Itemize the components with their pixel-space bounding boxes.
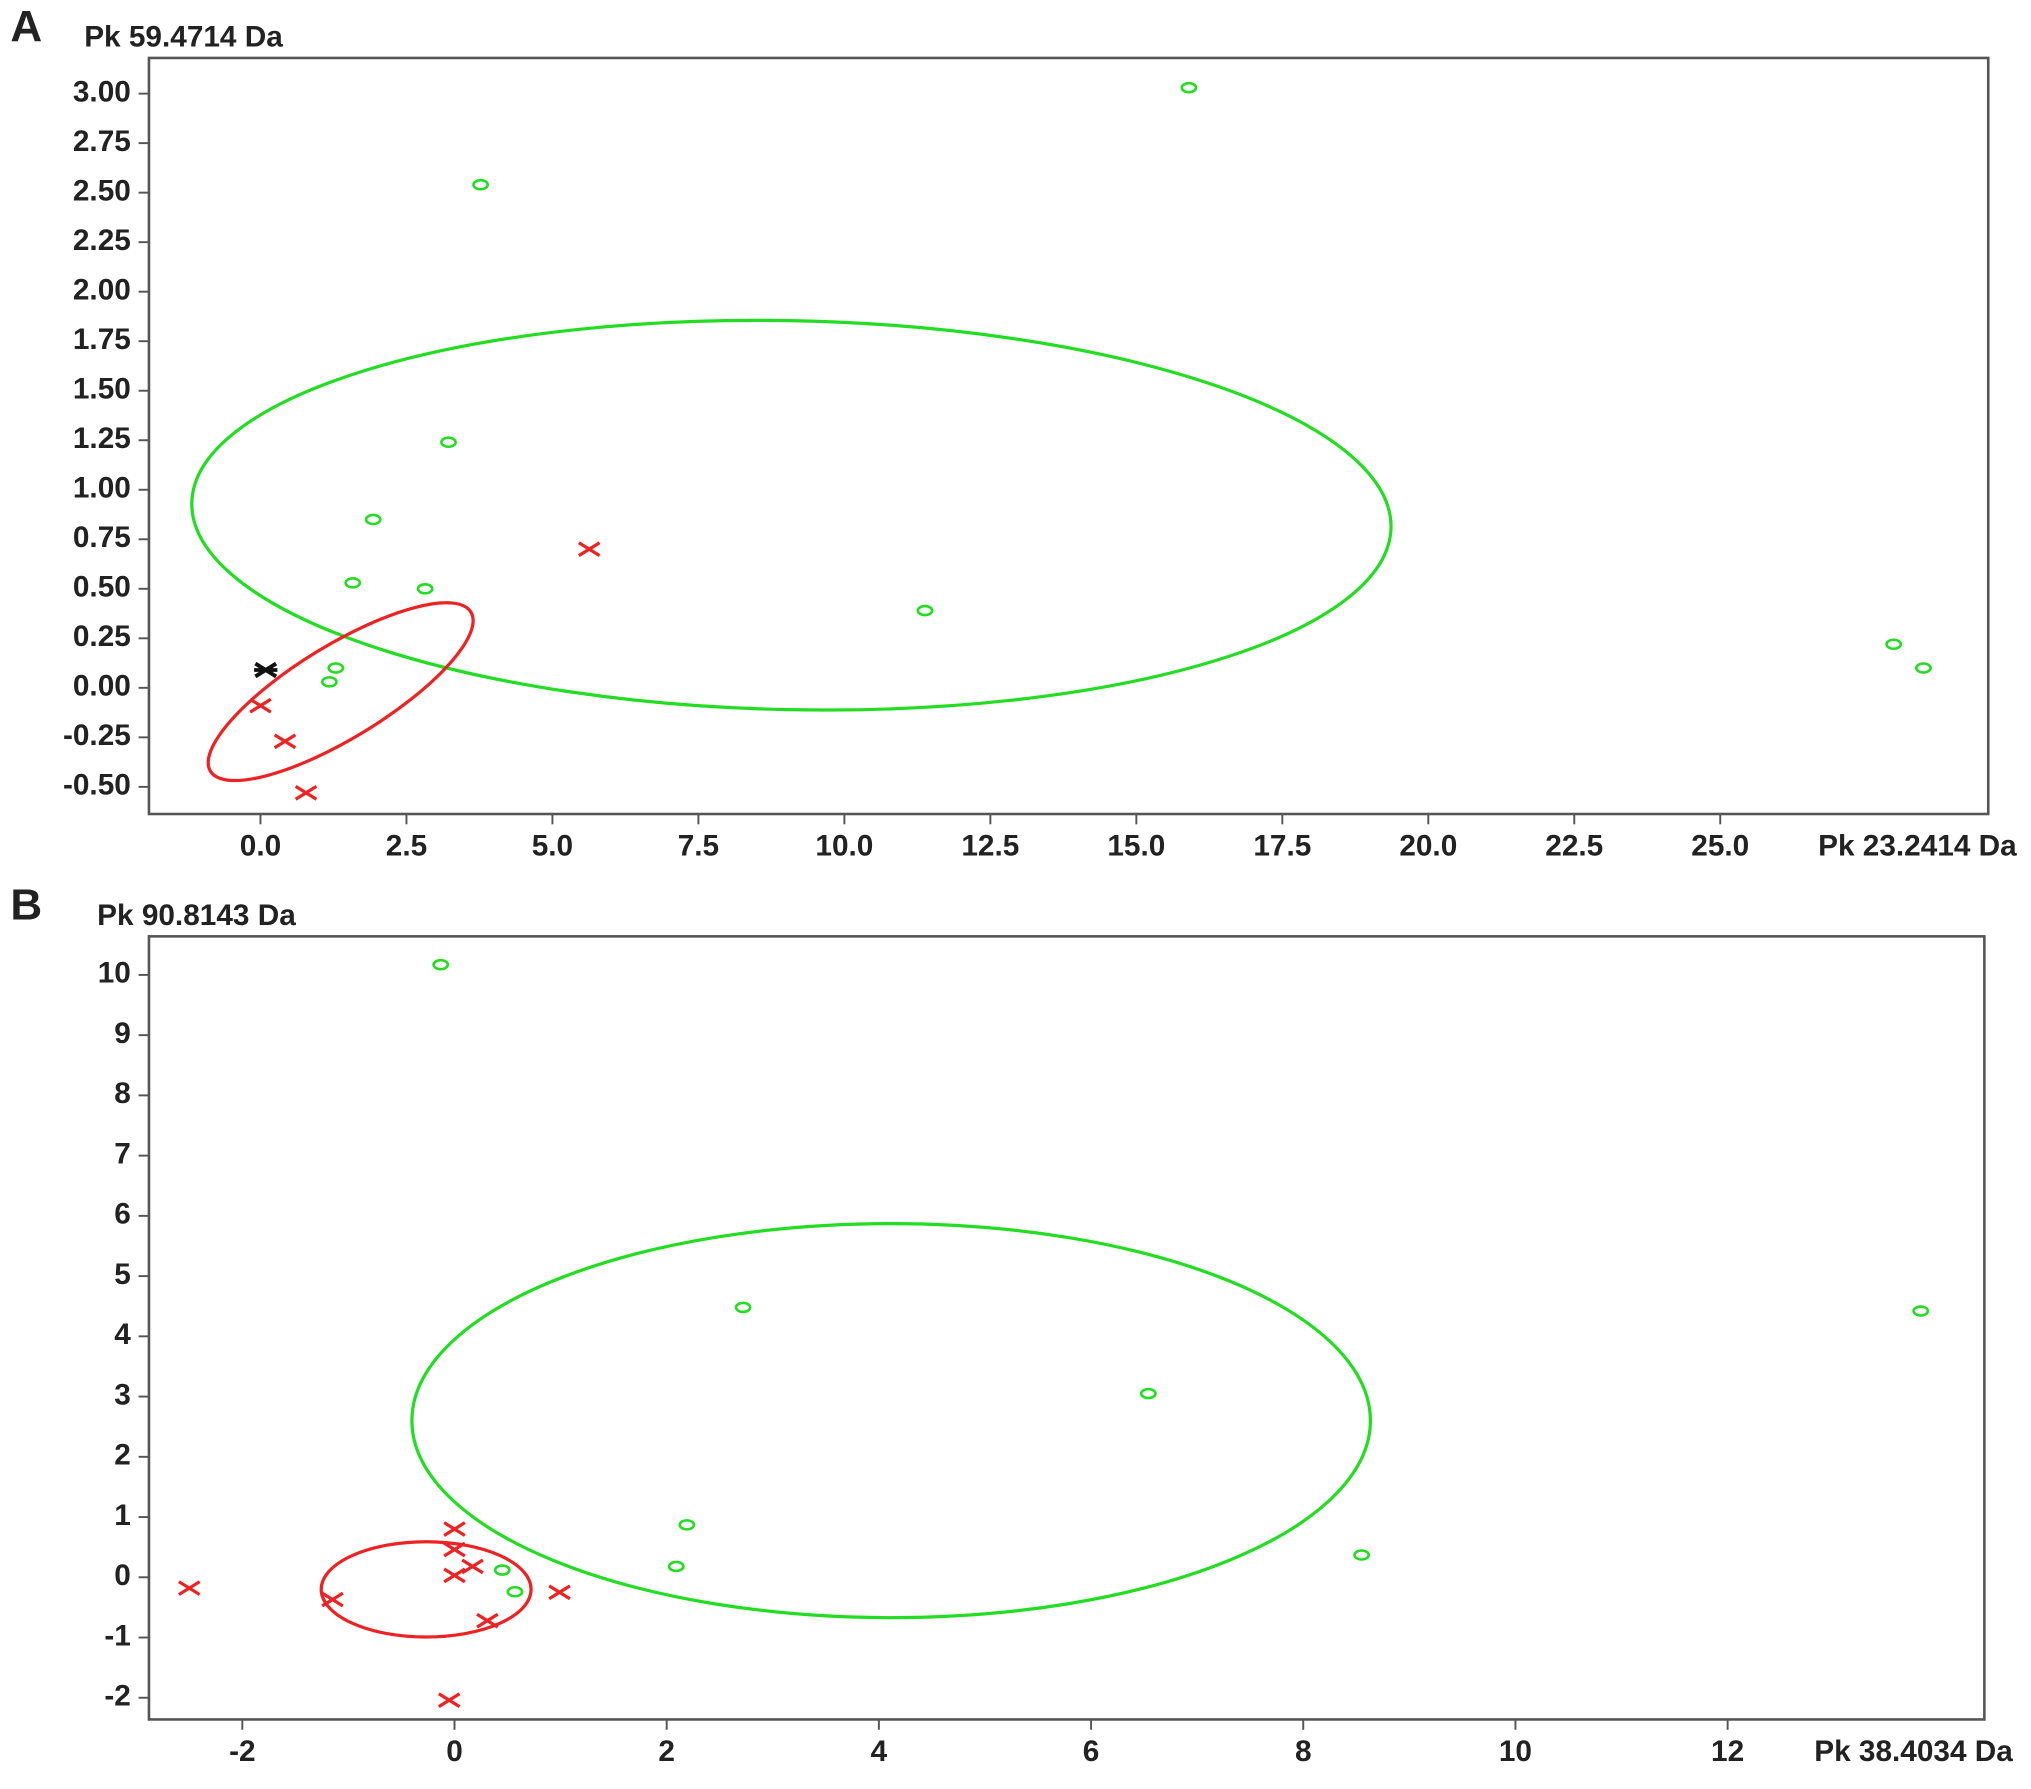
x-tick-label: 12.5 (961, 829, 1019, 862)
point (578, 541, 601, 557)
y-tick-label: 6 (114, 1198, 131, 1231)
y-tick-label: 9 (114, 1017, 131, 1050)
x-tick-label: 7.5 (678, 829, 719, 862)
point (506, 1585, 524, 1598)
x-tick-label: 2 (658, 1735, 675, 1768)
x-tick-label: 10.0 (815, 829, 873, 862)
y-tick-label: 3.00 (73, 76, 131, 109)
point (1180, 81, 1198, 94)
point (344, 577, 362, 589)
x-tick-label: 12 (1711, 1735, 1744, 1768)
group-ellipse (206, 601, 475, 783)
point (364, 513, 382, 526)
y-tick-label: 2.50 (73, 175, 131, 208)
point (321, 1591, 344, 1608)
point (667, 1560, 685, 1573)
point (273, 733, 297, 750)
y-tick-label: 1.00 (73, 472, 131, 505)
y-tick-label: 2.00 (73, 274, 131, 307)
y-tick-label: 2.25 (73, 224, 131, 257)
x-tick-label: 4 (871, 1735, 888, 1768)
point (734, 1301, 752, 1314)
y-axis-label: Pk 59.4714 Da (84, 21, 283, 54)
plot-frame (147, 56, 1990, 816)
group-ellipse (410, 1221, 1373, 1620)
y-tick-label: 0.50 (73, 571, 131, 604)
y-tick-label: 3 (114, 1378, 131, 1411)
y-tick-label: 2.75 (73, 125, 131, 158)
point (294, 785, 318, 801)
point (416, 582, 434, 595)
point (916, 604, 934, 617)
x-tick-label: 17.5 (1253, 829, 1311, 862)
panel-label: A (10, 2, 42, 51)
x-tick-label: 25.0 (1691, 829, 1749, 862)
y-axis-label: Pk 90.8143 Da (97, 899, 296, 932)
y-tick-label: -0.25 (63, 719, 131, 752)
y-tick-label: -2 (104, 1680, 130, 1713)
point (440, 436, 457, 449)
x-axis-label: Pk 38.4034 Da (1814, 1735, 2013, 1768)
x-tick-label: 20.0 (1399, 829, 1457, 862)
point (461, 1558, 484, 1575)
y-tick-label: 8 (114, 1077, 131, 1110)
point (678, 1519, 696, 1531)
y-tick-label: 4 (114, 1318, 131, 1351)
point (476, 1612, 499, 1629)
group-ellipse (190, 318, 1393, 712)
x-tick-label: 5.0 (532, 829, 573, 862)
y-tick-label: 1 (114, 1499, 131, 1532)
point (1885, 638, 1903, 651)
y-tick-label: 1.50 (73, 373, 131, 406)
x-tick-label: 0 (446, 1735, 463, 1768)
x-tick-label: 0.0 (240, 829, 281, 862)
point (443, 1567, 466, 1584)
plot-frame (147, 935, 1986, 1721)
y-tick-label: 0.00 (73, 670, 131, 703)
y-tick-label: 1.75 (73, 323, 131, 356)
y-tick-label: 2 (114, 1439, 131, 1472)
x-tick-label: 15.0 (1107, 829, 1165, 862)
point (1912, 1305, 1930, 1317)
y-tick-label: 5 (114, 1258, 131, 1291)
confidence-ellipses (190, 318, 1393, 1639)
point (472, 178, 490, 191)
point (1353, 1549, 1371, 1561)
point (1915, 662, 1932, 674)
y-tick-label: 1.25 (73, 422, 131, 455)
point (493, 1564, 511, 1576)
point (432, 958, 450, 971)
point (254, 661, 278, 679)
x-tick-label: 6 (1083, 1735, 1100, 1768)
x-tick-label: 8 (1295, 1735, 1312, 1768)
y-tick-label: 0 (114, 1559, 131, 1592)
y-tick-label: 10 (98, 957, 131, 990)
x-axis-label: Pk 23.2414 Da (1818, 829, 2017, 862)
y-tick-label: 7 (114, 1138, 131, 1171)
point (327, 662, 345, 674)
point (437, 1692, 461, 1708)
point (320, 676, 338, 688)
x-tick-label: -2 (229, 1735, 255, 1768)
panel-label: B (10, 881, 42, 930)
y-tick-label: -0.50 (63, 769, 131, 802)
x-tick-label: 2.5 (386, 829, 427, 862)
y-tick-label: -1 (104, 1619, 130, 1652)
point (1139, 1387, 1157, 1400)
point (548, 1584, 571, 1601)
point (443, 1541, 466, 1558)
x-tick-label: 10 (1499, 1735, 1532, 1768)
point (443, 1521, 466, 1537)
y-tick-label: 0.75 (73, 521, 131, 554)
x-tick-label: 22.5 (1545, 829, 1603, 862)
point (178, 1580, 201, 1596)
group-ellipse (319, 1540, 533, 1639)
point (249, 697, 272, 714)
y-tick-label: 0.25 (73, 620, 131, 653)
